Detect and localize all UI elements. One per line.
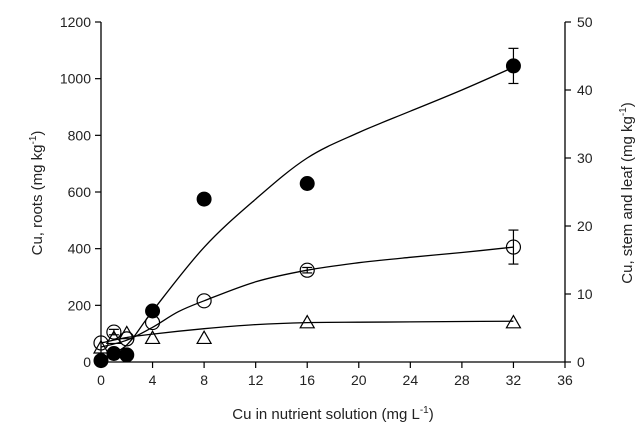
x-tick-label: 12	[248, 372, 264, 388]
data-point-open-triangle	[196, 329, 213, 345]
data-markers	[92, 47, 522, 369]
fit-line-filled-circle	[100, 66, 514, 360]
data-point-open-triangle	[144, 329, 161, 345]
data-point-filled-circle	[145, 303, 161, 319]
y-tick-label: 600	[68, 184, 92, 200]
data-point-filled-circle	[505, 58, 521, 74]
data-point-filled-circle	[299, 176, 315, 191]
x-tick-label: 0	[97, 372, 105, 388]
x-axis-title: Cu in nutrient solution (mg L-1)	[232, 405, 434, 423]
y2-tick-label: 10	[577, 286, 593, 302]
fit-line-open-circle	[100, 246, 514, 348]
axes: 0 4 8 12 16 20 24 28 32 3602004006008001000120001…	[60, 14, 593, 388]
y2-tick-label: 0	[577, 354, 585, 370]
x-tick-label: 24	[403, 372, 419, 388]
x-tick-label: 8	[200, 372, 208, 388]
x-tick-label: 28	[454, 372, 470, 388]
y2-tick-label: 40	[577, 82, 593, 98]
x-tick-label: 36	[557, 372, 573, 388]
x-tick-label: 4	[149, 372, 157, 388]
y-tick-label: 200	[68, 297, 92, 313]
fit-line-open-triangle	[100, 320, 514, 344]
data-point-open-triangle	[299, 314, 316, 329]
fit-curves	[100, 66, 514, 360]
data-point-filled-circle	[196, 191, 212, 207]
x-tick-label: 20	[351, 372, 367, 388]
x-tick-label: 32	[506, 372, 522, 388]
y2-tick-label: 30	[577, 150, 593, 166]
y2-tick-label: 50	[577, 14, 593, 30]
y-tick-label: 1000	[60, 71, 91, 87]
y-tick-label: 800	[68, 127, 92, 143]
x-tick-label: 16	[299, 372, 315, 388]
data-point-open-triangle	[105, 329, 122, 345]
y-tick-label: 1200	[60, 14, 91, 30]
data-point-open-circle	[106, 324, 122, 340]
y2-tick-label: 20	[577, 218, 593, 234]
data-point-open-circle	[144, 314, 161, 331]
data-point-open-circle	[196, 293, 212, 309]
data-point-open-triangle	[505, 314, 522, 329]
y-tick-label: 0	[83, 354, 91, 370]
y-axis-title: Cu, roots (mg kg-1)	[28, 131, 46, 256]
data-point-filled-circle	[119, 347, 135, 363]
y2-axis-title: Cu, stem and leaf (mg kg-1)	[618, 102, 636, 283]
y-tick-label: 400	[68, 241, 92, 257]
data-point-open-circle	[299, 262, 315, 278]
data-point-open-triangle	[118, 325, 135, 340]
data-point-open-circle	[505, 239, 522, 255]
